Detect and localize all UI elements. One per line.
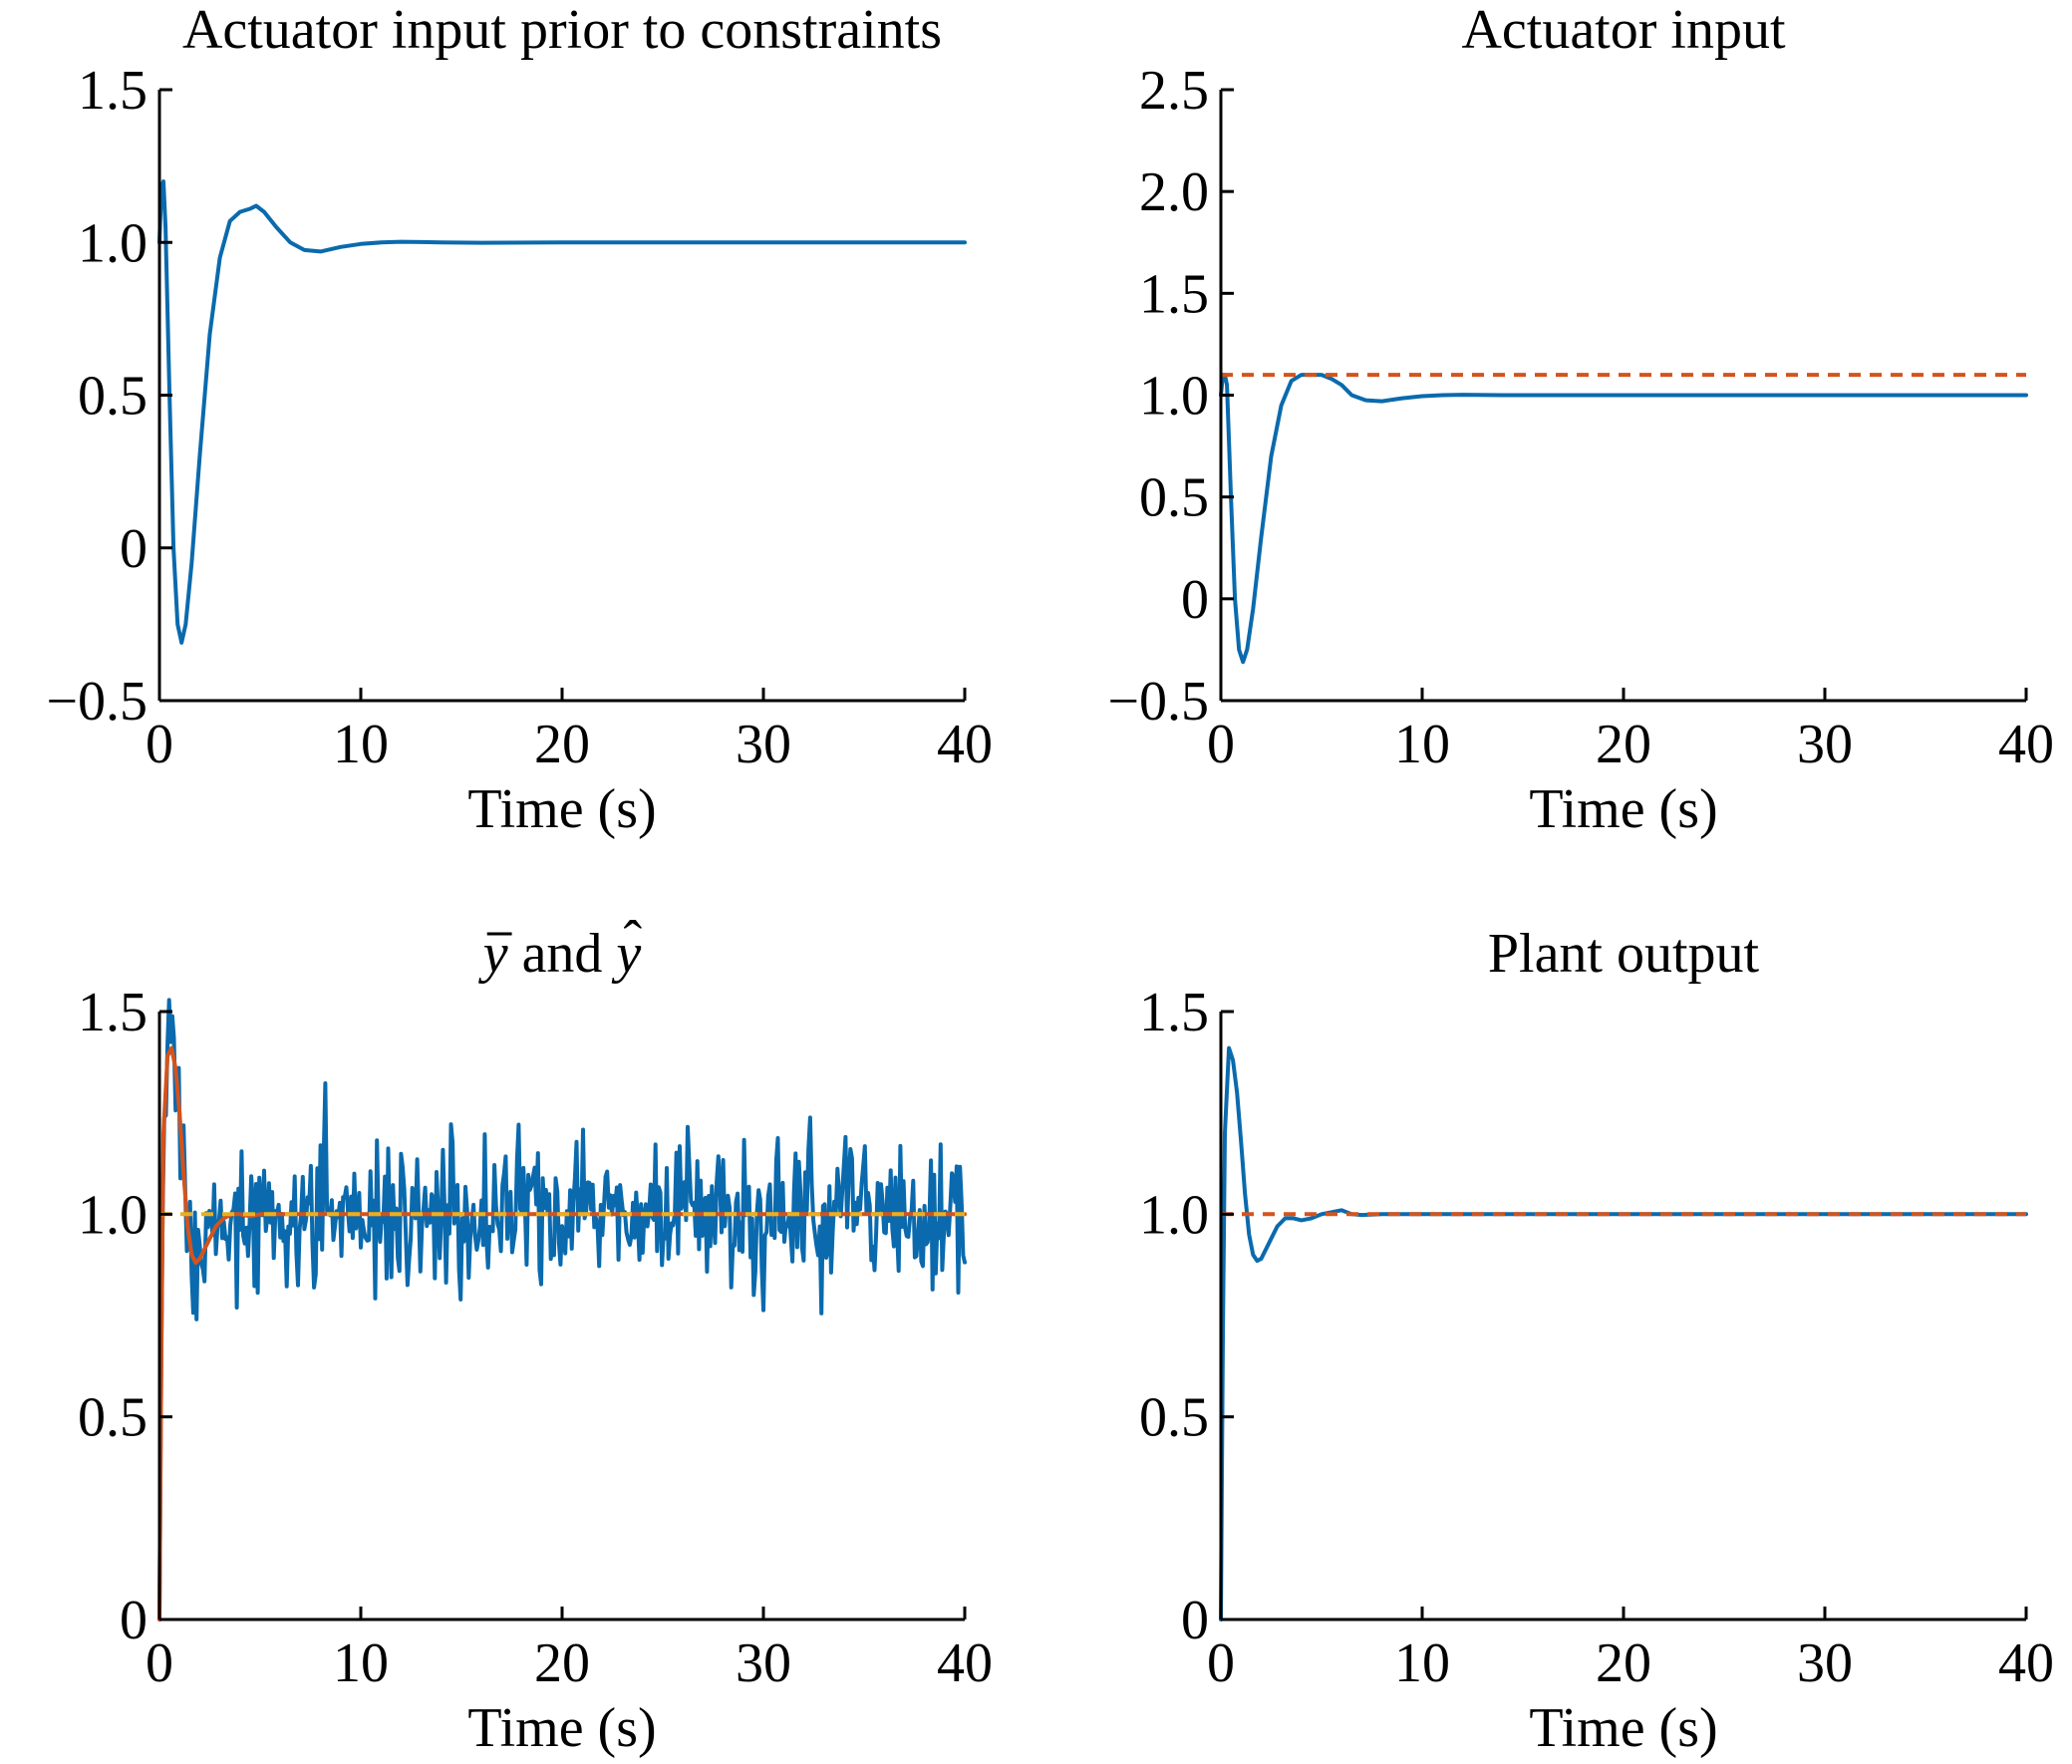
series-line-blue	[157, 179, 967, 645]
subplot-actuator-input-prior: Actuator input prior to constraints −0.5…	[46, 0, 993, 840]
subplot-title: Actuator input prior to constraints	[182, 0, 942, 61]
y-tick-label: 1.0	[1139, 1184, 1209, 1246]
x-tick-label: 0	[146, 1632, 173, 1694]
x-tick-label: 10	[333, 1632, 389, 1694]
y-tick-label: 1.5	[78, 982, 148, 1043]
x-axis-label: Time (s)	[467, 778, 656, 840]
y-tick-label: 1.5	[1139, 263, 1209, 325]
subplot-plant-output: Plant output 0 0.5 1.0 1.5 0 10 20 30 40 Time (s)	[1139, 923, 2054, 1759]
subplot-title: Plant output	[1488, 923, 1760, 985]
x-tick-label: 20	[1596, 714, 1651, 775]
y-tick-label: 0	[120, 1590, 148, 1651]
x-tick-label: 40	[937, 1632, 993, 1694]
y-tick-label: 0.5	[1139, 467, 1209, 529]
y-tick-label: 0.5	[1139, 1387, 1209, 1449]
x-tick-label: 10	[1394, 1632, 1450, 1694]
y-tick-label: 1.0	[78, 1184, 148, 1246]
series-line-blue	[1219, 373, 2028, 665]
subplot-title: Actuator input	[1461, 0, 1785, 61]
x-tick-label: 30	[736, 714, 791, 775]
y-tick-label: 2.0	[1139, 161, 1209, 223]
subplot-actuator-input: Actuator input −0.500.51.01.52.02.50 10 20…	[1107, 0, 2054, 840]
x-tick-label: 20	[1596, 1632, 1651, 1694]
x-axis-label: Time (s)	[1529, 778, 1717, 840]
y-tick-label: 0.5	[78, 366, 148, 428]
y-tick-label: 1.0	[78, 212, 148, 274]
x-tick-label: 10	[333, 714, 389, 775]
x-tick-label: 40	[1998, 1632, 2054, 1694]
subplot-ybar-and-yhat: y and y ˆ 0 0.5 1.0 1.5 0 10 20 30 40 Time (s)	[78, 910, 993, 1759]
y-tick-label: 0	[1181, 569, 1209, 631]
y-tick-label: 0.5	[78, 1387, 148, 1449]
y-tick-label: −0.5	[46, 671, 148, 733]
yhat-caret: ˆ	[624, 910, 643, 972]
x-tick-label: 20	[534, 714, 590, 775]
y-tick-label: 0	[1181, 1590, 1209, 1651]
y-tick-label: 1.5	[78, 60, 148, 122]
y-tick-label: 2.5	[1139, 60, 1209, 122]
x-tick-label: 40	[937, 714, 993, 775]
plot-area: 0 0.5 1.0 1.5 0 10 20 30 40 Time (s)	[78, 982, 993, 1759]
y-tick-label: −0.5	[1107, 671, 1209, 733]
title-ybar: y	[478, 923, 508, 985]
x-tick-label: 40	[1998, 714, 2054, 775]
y-tick-label: 1.0	[1139, 366, 1209, 428]
x-tick-label: 0	[1207, 714, 1235, 775]
y-tick-label: 0	[120, 518, 148, 580]
plot-area: 0 0.5 1.0 1.5 0 10 20 30 40 Time (s)	[1139, 982, 2054, 1759]
x-tick-label: 20	[534, 1632, 590, 1694]
x-axis-label: Time (s)	[1529, 1697, 1717, 1759]
x-tick-label: 30	[1797, 1632, 1853, 1694]
title-and: and	[522, 923, 603, 985]
y-tick-label: 1.5	[1139, 982, 1209, 1043]
series-line-blue	[157, 998, 967, 1621]
subplot-title: y and y	[478, 923, 642, 985]
title-yhat: y	[611, 923, 641, 985]
x-tick-label: 30	[1797, 714, 1853, 775]
series-line-blue	[1219, 1045, 2028, 1621]
series-line-orange	[157, 1045, 967, 1621]
x-tick-label: 0	[146, 714, 173, 775]
x-axis-label: Time (s)	[467, 1697, 656, 1759]
x-tick-label: 10	[1394, 714, 1450, 775]
x-tick-label: 30	[736, 1632, 791, 1694]
x-tick-label: 0	[1207, 1632, 1235, 1694]
